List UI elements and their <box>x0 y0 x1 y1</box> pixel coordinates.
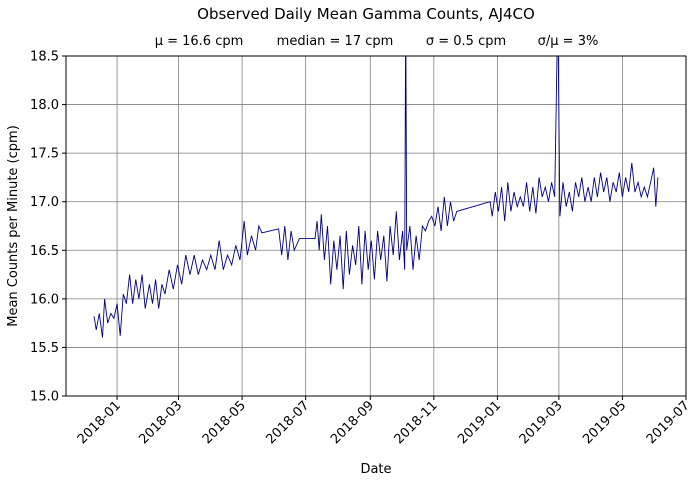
x-tick-label: 2018-01 <box>75 398 124 447</box>
subtitle-median: median = 17 cpm <box>277 34 394 49</box>
series-line <box>93 56 659 338</box>
y-tick-label: 18.0 <box>30 98 59 113</box>
x-tick-label: 2018-03 <box>136 398 185 447</box>
x-tick-label: 2019-05 <box>580 398 629 447</box>
y-tick-label: 16.0 <box>30 292 59 307</box>
x-tick-label: 2018-09 <box>328 398 377 447</box>
x-axis: 2018-01 2018-03 2018-05 2018-07 2018-09 2018-… <box>75 396 692 447</box>
y-axis: 15.0 15.5 16.0 16.5 17.0 17.5 18.0 18.5 <box>30 50 66 405</box>
x-tick-label: 2019-01 <box>455 398 504 447</box>
chart-title: Observed Daily Mean Gamma Counts, AJ4CO <box>197 5 535 23</box>
x-tick-label: 2018-07 <box>263 398 312 447</box>
grid <box>66 55 687 397</box>
subtitle-sigma: σ = 0.5 cpm <box>426 34 506 49</box>
x-axis-label: Date <box>360 462 391 477</box>
x-tick-label: 2018-05 <box>200 398 249 447</box>
y-tick-label: 15.0 <box>30 390 59 405</box>
y-tick-label: 16.5 <box>30 244 59 259</box>
y-tick-label: 18.5 <box>30 50 59 65</box>
series-group <box>93 56 659 338</box>
subtitle-mean: μ = 16.6 cpm <box>155 34 244 49</box>
y-axis-label: Mean Counts per Minute (cpm) <box>6 125 21 327</box>
y-tick-label: 17.5 <box>30 147 59 162</box>
y-tick-label: 17.0 <box>30 195 59 210</box>
x-tick-label: 2019-07 <box>644 398 692 447</box>
x-tick-label: 2019-03 <box>517 398 566 447</box>
y-tick-label: 15.5 <box>30 341 59 356</box>
subtitle-ratio: σ/μ = 3% <box>538 34 599 49</box>
plot-frame <box>65 55 687 397</box>
x-tick-label: 2018-11 <box>392 398 441 447</box>
